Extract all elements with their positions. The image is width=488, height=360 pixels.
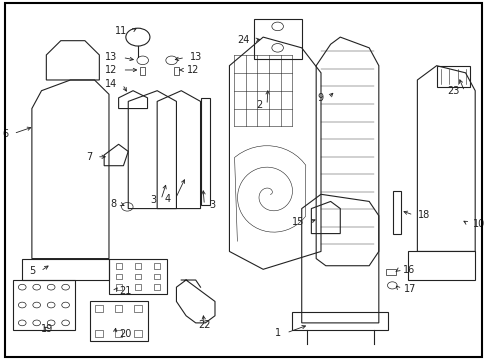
Text: 4: 4 <box>164 194 170 203</box>
Text: 18: 18 <box>417 210 430 220</box>
Bar <box>95 330 103 337</box>
Text: 15: 15 <box>291 217 304 227</box>
Bar <box>154 284 160 290</box>
Bar <box>116 263 121 269</box>
Bar <box>134 330 142 337</box>
Bar <box>135 263 141 269</box>
Text: 24: 24 <box>237 35 249 45</box>
Text: 1: 1 <box>275 328 281 338</box>
Text: 9: 9 <box>317 93 323 103</box>
Text: 21: 21 <box>120 287 132 296</box>
Text: 19: 19 <box>41 324 53 334</box>
Text: 12: 12 <box>105 65 118 75</box>
Bar <box>154 274 160 279</box>
Bar <box>134 305 142 312</box>
Text: 5: 5 <box>29 266 36 276</box>
Text: 17: 17 <box>403 284 415 294</box>
Text: 8: 8 <box>110 199 116 209</box>
Bar <box>135 284 141 290</box>
Text: 10: 10 <box>472 219 484 229</box>
Text: 13: 13 <box>105 53 118 63</box>
Text: 23: 23 <box>447 86 459 96</box>
Bar <box>95 305 103 312</box>
Bar <box>115 305 122 312</box>
Text: 6: 6 <box>2 129 9 139</box>
Text: 16: 16 <box>402 265 414 275</box>
Text: 14: 14 <box>105 79 118 89</box>
Text: 22: 22 <box>198 320 210 330</box>
Bar <box>154 263 160 269</box>
Text: 20: 20 <box>120 329 132 339</box>
Text: 13: 13 <box>189 53 202 63</box>
Bar <box>116 274 121 279</box>
Bar <box>115 330 122 337</box>
Text: 11: 11 <box>115 26 127 36</box>
Text: 7: 7 <box>86 152 92 162</box>
Text: 3: 3 <box>209 200 215 210</box>
Bar <box>116 284 121 290</box>
Bar <box>174 67 179 75</box>
Bar <box>135 274 141 279</box>
Text: 2: 2 <box>255 100 262 110</box>
Text: 12: 12 <box>186 65 199 75</box>
Bar <box>140 67 145 75</box>
Text: 3: 3 <box>150 195 156 204</box>
